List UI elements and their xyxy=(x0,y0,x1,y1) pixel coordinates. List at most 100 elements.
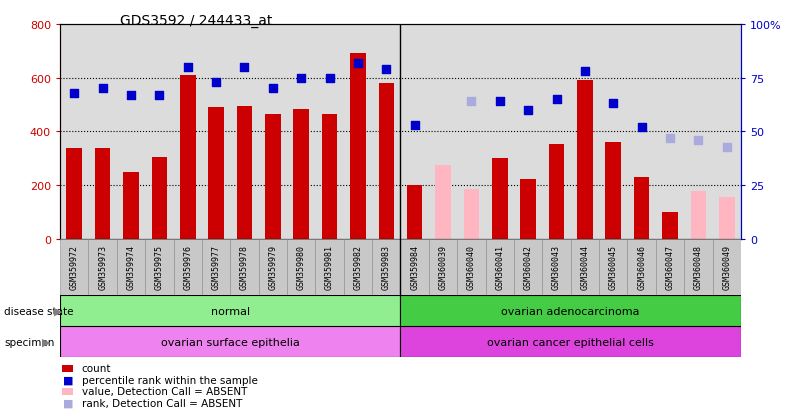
Bar xyxy=(521,179,536,240)
Text: ovarian adenocarcinoma: ovarian adenocarcinoma xyxy=(501,306,640,316)
Point xyxy=(181,64,194,71)
Bar xyxy=(95,148,111,240)
Bar xyxy=(549,144,565,240)
Text: GSM360045: GSM360045 xyxy=(609,244,618,289)
Bar xyxy=(464,190,479,240)
Bar xyxy=(435,166,451,240)
Bar xyxy=(457,240,485,295)
Point xyxy=(96,86,109,93)
Bar xyxy=(606,143,621,240)
Point xyxy=(352,60,364,67)
Text: percentile rank within the sample: percentile rank within the sample xyxy=(82,375,258,385)
Text: GSM360046: GSM360046 xyxy=(637,244,646,289)
Bar xyxy=(514,240,542,295)
Text: GSM359979: GSM359979 xyxy=(268,244,277,289)
Text: specimen: specimen xyxy=(4,337,54,347)
Text: GSM359982: GSM359982 xyxy=(353,244,362,289)
Bar xyxy=(634,178,650,240)
Point xyxy=(521,107,534,114)
Bar xyxy=(713,240,741,295)
Point xyxy=(323,75,336,82)
Text: ■: ■ xyxy=(62,398,74,408)
Bar xyxy=(60,295,400,326)
Bar xyxy=(60,326,400,357)
Text: ovarian cancer epithelial cells: ovarian cancer epithelial cells xyxy=(487,337,654,347)
Point xyxy=(125,93,138,99)
Bar xyxy=(400,240,429,295)
Bar xyxy=(407,186,422,240)
Text: GSM360041: GSM360041 xyxy=(495,244,505,289)
Bar xyxy=(287,240,316,295)
Text: ■: ■ xyxy=(62,375,74,385)
Bar xyxy=(429,240,457,295)
Bar xyxy=(322,115,337,240)
Text: GSM360039: GSM360039 xyxy=(439,244,448,289)
Bar xyxy=(202,240,231,295)
Bar xyxy=(492,159,508,240)
Point xyxy=(380,66,392,73)
Point xyxy=(493,99,506,105)
Bar xyxy=(350,54,366,240)
Text: GSM359983: GSM359983 xyxy=(382,244,391,289)
Bar xyxy=(88,240,117,295)
Bar xyxy=(66,148,82,240)
Text: rank, Detection Call = ABSENT: rank, Detection Call = ABSENT xyxy=(82,398,242,408)
Bar xyxy=(117,240,145,295)
Bar xyxy=(145,240,174,295)
Bar xyxy=(684,240,713,295)
Text: GSM360049: GSM360049 xyxy=(723,244,731,289)
Point xyxy=(663,135,676,142)
Text: GSM359975: GSM359975 xyxy=(155,244,164,289)
Bar xyxy=(570,240,599,295)
Text: GSM360048: GSM360048 xyxy=(694,244,702,289)
Bar xyxy=(379,84,394,240)
Text: GSM359972: GSM359972 xyxy=(70,244,78,289)
Bar xyxy=(180,76,195,240)
Point xyxy=(607,101,620,107)
Bar xyxy=(599,240,627,295)
Text: GSM360040: GSM360040 xyxy=(467,244,476,289)
Point xyxy=(153,93,166,99)
Bar xyxy=(577,81,593,240)
Text: GSM360044: GSM360044 xyxy=(581,244,590,289)
Text: value, Detection Call = ABSENT: value, Detection Call = ABSENT xyxy=(82,387,247,396)
Bar xyxy=(265,115,280,240)
Bar xyxy=(293,109,309,240)
Text: normal: normal xyxy=(211,306,250,316)
Text: GSM359978: GSM359978 xyxy=(240,244,249,289)
Point xyxy=(692,138,705,144)
Text: GSM359976: GSM359976 xyxy=(183,244,192,289)
Bar xyxy=(656,240,684,295)
Point xyxy=(295,75,308,82)
Bar xyxy=(236,107,252,240)
Point xyxy=(550,97,563,103)
Bar xyxy=(542,240,570,295)
Point xyxy=(267,86,280,93)
Text: GSM359974: GSM359974 xyxy=(127,244,135,289)
Text: GSM360043: GSM360043 xyxy=(552,244,561,289)
Bar xyxy=(60,240,88,295)
Bar xyxy=(231,240,259,295)
Point xyxy=(720,144,733,150)
Bar xyxy=(627,240,656,295)
Text: GSM359973: GSM359973 xyxy=(99,244,107,289)
Text: GSM360042: GSM360042 xyxy=(524,244,533,289)
Bar xyxy=(400,326,741,357)
Text: ▶: ▶ xyxy=(42,337,50,347)
Bar xyxy=(259,240,287,295)
Point xyxy=(238,64,251,71)
Text: count: count xyxy=(82,363,111,373)
Bar xyxy=(208,108,224,240)
Text: GDS3592 / 244433_at: GDS3592 / 244433_at xyxy=(120,14,272,28)
Bar xyxy=(690,191,706,240)
Text: ▶: ▶ xyxy=(54,306,62,316)
Text: GSM360047: GSM360047 xyxy=(666,244,674,289)
Bar xyxy=(151,158,167,240)
Point xyxy=(210,79,223,86)
Text: disease state: disease state xyxy=(4,306,74,316)
Point xyxy=(68,90,81,97)
Bar xyxy=(485,240,514,295)
Bar xyxy=(719,197,735,240)
Text: GSM359977: GSM359977 xyxy=(211,244,220,289)
Text: ovarian surface epithelia: ovarian surface epithelia xyxy=(161,337,300,347)
